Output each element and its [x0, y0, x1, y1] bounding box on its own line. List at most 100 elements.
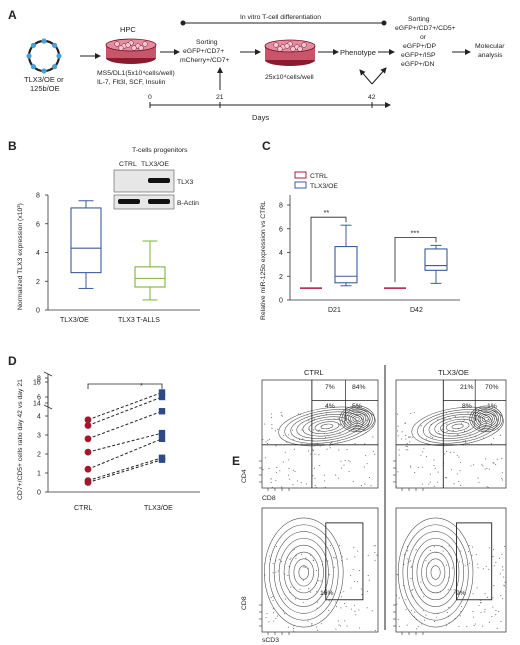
flow-tlx-bottom-contour [407, 531, 464, 614]
flow-tlx-top-contour [473, 408, 499, 429]
flow-ctrl-bottom-event [346, 558, 348, 560]
flow-tlx-top-event [407, 436, 409, 438]
flow-ctrl-bottom-event [312, 559, 314, 562]
flow-ctrl-top-event [314, 484, 316, 487]
chart-c-tlx-box-0-box [334, 246, 358, 284]
flow-tlx-bottom-event [503, 585, 505, 587]
flow-tlx-top-event [446, 423, 448, 425]
flow-tlx-top-event [450, 452, 452, 454]
flow-tlx-bottom-event [403, 554, 405, 556]
hpc-label: HPC [120, 25, 136, 34]
vector-label-1: TLX3/OE or [24, 75, 64, 84]
chart-d-axis-break [43, 371, 53, 377]
flow-ctrl-top-event [271, 486, 273, 488]
flow-tlx-bottom-event [435, 616, 437, 618]
panel-a-letter: A [8, 8, 17, 22]
vector-label-2: 125b/OE [30, 84, 60, 93]
flow-ctrl-bottom-event [311, 624, 313, 626]
flow-ctrl-bottom-contour [283, 544, 324, 601]
flow-tlx-top-event [407, 449, 409, 451]
flow-tlx-top-event [492, 462, 494, 464]
flow-tlx-top-event [406, 446, 408, 448]
flow-ctrl-bottom-event [328, 609, 330, 612]
flow-tlx-bottom-event [410, 567, 412, 569]
flow-tlx-top-event [486, 468, 488, 470]
flow-tlx-top-event [458, 456, 460, 458]
flow-ctrl-bottom-contour [278, 538, 329, 607]
chart-b-ytick-label: 4 [36, 250, 40, 257]
analysis-line1: Molecular [475, 43, 505, 50]
flow-ctrl-top-event [361, 485, 363, 487]
flow-tlx-bottom-event [425, 560, 427, 562]
flow-ctrl-bottom-event [361, 594, 363, 596]
flow-ctrl-bottom-event [269, 555, 271, 557]
phenotype-label: Phenotype [340, 48, 376, 57]
flow-tlx-bottom-event [405, 609, 407, 611]
flow-ctrl-top-event [288, 474, 290, 476]
flow-tlx-top-event [411, 436, 413, 438]
flow-tlx-bottom-event [503, 576, 505, 578]
flow-ctrl-bottom-event [356, 581, 359, 583]
flow-ctrl-top-event [335, 474, 337, 476]
flow-ctrl-top-event [277, 428, 279, 430]
flow-tlx-top-event [437, 418, 439, 420]
flow-ctrl-bottom-gate [325, 522, 364, 601]
flow-ctrl-top-event [370, 485, 372, 487]
flow-tlx-bottom-event [496, 627, 498, 629]
flow-tlx-top-event [501, 479, 504, 481]
flow-tlx-top-event [422, 451, 424, 453]
dish-cell [297, 46, 303, 52]
flow-tlx-bottom-event [414, 611, 416, 613]
chart-c-ytick-label: 8 [279, 203, 283, 210]
flow-tlx-bottom-event [422, 610, 424, 612]
bracket-dot-right [381, 20, 387, 26]
chart-c-sig-0: ** [324, 208, 330, 217]
flow-tlx-top-event [459, 470, 461, 472]
flow-tlx-top-event [417, 466, 419, 468]
flow-ctrl-top-event [324, 436, 327, 438]
flow-ctrl-bottom-event [345, 605, 347, 608]
flow-tlx-top-event [481, 464, 483, 466]
flow-ctrl-top-event [282, 461, 284, 463]
flow-ctrl-bottom-event [333, 557, 335, 559]
flow-tlx-top-event [421, 483, 424, 485]
flow-tlx-bottom-event [411, 565, 413, 567]
flow-tlx-top-event [452, 429, 454, 431]
flow-ctrl-top-event [268, 438, 270, 440]
flow-ctrl-top-event [337, 441, 339, 443]
flow-tlx-top-event [397, 425, 399, 427]
chart-d-ytick-label: 8 [37, 376, 41, 383]
flow-tlx-bottom-event [492, 606, 494, 608]
chart-d-pair-line [87, 410, 163, 440]
flow-tlx-bottom-event [474, 623, 476, 625]
sorting2-line5: eGFP+/ISP [401, 52, 436, 59]
chart-d-ctrl-point [84, 422, 92, 429]
flow-ctrl-top-event [283, 434, 285, 436]
flow-tlx-bottom-event [409, 560, 412, 562]
chart-c-ytick-label: 6 [279, 226, 283, 233]
dish-cell [284, 43, 290, 49]
flow-ctrl-top-event [292, 469, 294, 471]
flow-ctrl-top-event [284, 451, 286, 453]
flow-ctrl-top-event [288, 459, 290, 461]
flow-ctrl-bottom-event [308, 588, 310, 590]
flow-tlx-top-contour [469, 405, 504, 433]
flow-tlx-top-event [501, 472, 503, 474]
flow-ctrl-top-event [262, 469, 264, 471]
flow-tlx-top-event [398, 454, 400, 456]
flow-tlx-bottom-event [504, 546, 506, 548]
chart-c-cat-1: D42 [410, 307, 423, 314]
flow-tlx-top-event [478, 481, 480, 483]
flow-ctrl-bottom-event [293, 630, 295, 632]
flow-tlx-bottom-event [484, 608, 486, 610]
day-0: 0 [148, 94, 152, 101]
sorting2-line3: or [420, 34, 427, 41]
chart-b-ytick-label: 0 [36, 308, 40, 315]
flow-tlx-bottom-event [460, 606, 463, 608]
flow-tlx-top-contour [445, 421, 470, 432]
flow-tlx-top-event [486, 486, 488, 488]
flow-ctrl-bottom-event [350, 587, 352, 589]
flow-tlx-top-event [433, 465, 435, 467]
flow-tlx-top-event [479, 427, 481, 429]
plasmid-dot [41, 38, 47, 44]
